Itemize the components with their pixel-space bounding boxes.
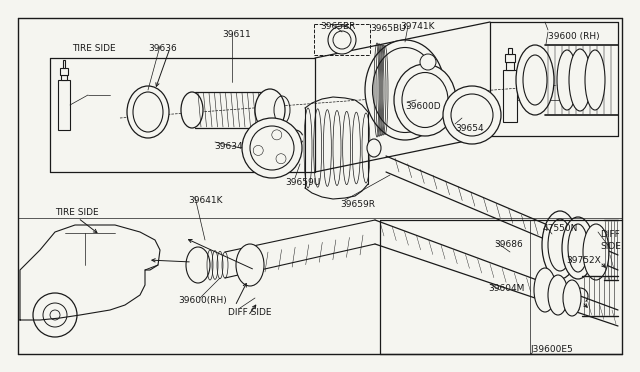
Text: 47550N: 47550N bbox=[543, 224, 579, 233]
Polygon shape bbox=[508, 48, 512, 54]
Text: 3965BR: 3965BR bbox=[320, 22, 355, 31]
Text: J39600E5: J39600E5 bbox=[530, 345, 573, 354]
Text: SIDE: SIDE bbox=[600, 242, 621, 251]
Ellipse shape bbox=[585, 50, 605, 110]
Text: 39686: 39686 bbox=[494, 240, 523, 249]
Ellipse shape bbox=[548, 275, 568, 315]
Ellipse shape bbox=[367, 139, 381, 157]
Text: DIFF: DIFF bbox=[600, 230, 620, 239]
Text: 39741K: 39741K bbox=[400, 22, 435, 31]
Polygon shape bbox=[63, 60, 65, 68]
Text: 3965BU: 3965BU bbox=[370, 24, 406, 33]
Text: 39659R: 39659R bbox=[340, 200, 375, 209]
Text: 39654: 39654 bbox=[455, 124, 484, 133]
Ellipse shape bbox=[420, 54, 436, 70]
Text: 39641K: 39641K bbox=[188, 196, 223, 205]
Text: 39752X: 39752X bbox=[566, 256, 601, 265]
Text: TIRE SIDE: TIRE SIDE bbox=[72, 44, 116, 53]
Polygon shape bbox=[506, 62, 514, 70]
Circle shape bbox=[33, 293, 77, 337]
Ellipse shape bbox=[255, 89, 285, 131]
Ellipse shape bbox=[127, 86, 169, 138]
Text: 39611: 39611 bbox=[222, 30, 251, 39]
Polygon shape bbox=[61, 75, 67, 80]
Ellipse shape bbox=[443, 86, 501, 144]
Text: 39600 (RH): 39600 (RH) bbox=[548, 32, 600, 41]
Text: DIFF SIDE: DIFF SIDE bbox=[228, 308, 271, 317]
Ellipse shape bbox=[569, 49, 591, 111]
Polygon shape bbox=[58, 80, 70, 130]
Ellipse shape bbox=[583, 224, 609, 280]
Ellipse shape bbox=[365, 40, 445, 140]
Ellipse shape bbox=[534, 268, 556, 312]
Text: 39600(RH): 39600(RH) bbox=[178, 296, 227, 305]
Ellipse shape bbox=[563, 280, 581, 316]
Ellipse shape bbox=[557, 50, 577, 110]
Text: 39604M: 39604M bbox=[488, 284, 524, 293]
Ellipse shape bbox=[516, 45, 554, 115]
Ellipse shape bbox=[542, 211, 578, 279]
Ellipse shape bbox=[181, 92, 203, 128]
Polygon shape bbox=[503, 70, 517, 122]
Ellipse shape bbox=[394, 64, 456, 136]
Text: 39634: 39634 bbox=[214, 142, 243, 151]
Polygon shape bbox=[505, 54, 515, 62]
Ellipse shape bbox=[186, 247, 210, 283]
Text: 39659U: 39659U bbox=[285, 178, 320, 187]
Ellipse shape bbox=[236, 244, 264, 286]
Text: 39636: 39636 bbox=[148, 44, 177, 53]
Ellipse shape bbox=[242, 118, 302, 178]
Ellipse shape bbox=[562, 217, 594, 279]
Text: 39600D: 39600D bbox=[405, 102, 440, 111]
Ellipse shape bbox=[328, 26, 356, 54]
Text: TIRE SIDE: TIRE SIDE bbox=[55, 208, 99, 217]
Polygon shape bbox=[60, 68, 68, 75]
